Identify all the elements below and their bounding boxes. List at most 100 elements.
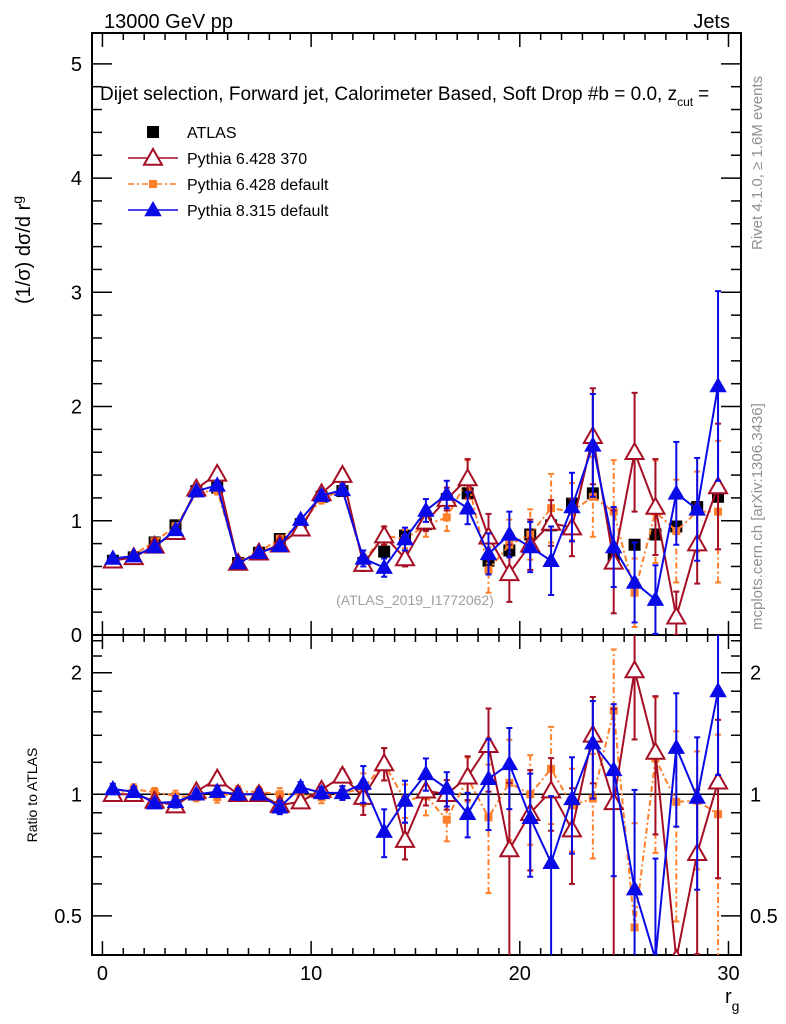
- data-point: [271, 798, 289, 814]
- data-point: [417, 501, 435, 517]
- data-point: [625, 880, 644, 896]
- data-point: [688, 500, 706, 516]
- legend-marker: [142, 146, 164, 166]
- data-point: [331, 464, 354, 483]
- data-point: [378, 545, 391, 558]
- x-tick-label: 10: [300, 963, 322, 985]
- data-point: [145, 538, 164, 554]
- data-point: [125, 547, 143, 563]
- data-point: [688, 788, 706, 804]
- data-point: [289, 790, 312, 810]
- legend: ATLAS Pythia 6.428 370 Pythia 6.428 defaul…: [128, 125, 329, 220]
- chart-title: Dijet selection, Forward jet, Calorimete…: [100, 84, 709, 109]
- data-point: [396, 530, 414, 546]
- data-point: [166, 792, 185, 809]
- y-axis-label: (1/σ) dσ/d rg: [9, 196, 35, 304]
- legend-marker: [149, 180, 157, 188]
- header-right: Jets: [693, 11, 730, 33]
- x-tick-label: 30: [717, 963, 739, 985]
- data-point: [229, 554, 247, 570]
- data-point: [500, 754, 519, 771]
- data-point: [563, 789, 581, 806]
- series-line: [112, 670, 720, 955]
- data-point: [104, 779, 122, 796]
- data-point: [442, 815, 451, 824]
- data-point: [375, 822, 393, 838]
- data-point: [442, 513, 451, 522]
- data-point: [500, 525, 519, 541]
- data-point: [542, 853, 560, 869]
- main-frame: [91, 32, 742, 636]
- y-tick-label: 0: [71, 625, 82, 647]
- data-point: [540, 779, 562, 799]
- data-point: [456, 765, 479, 785]
- data-point: [187, 482, 206, 498]
- data-point: [396, 791, 414, 807]
- ratio-tick-label-right: 1: [750, 784, 761, 806]
- data-point: [250, 543, 268, 560]
- data-point: [417, 764, 435, 781]
- y-tick-label: 2: [71, 397, 82, 419]
- data-point: [479, 769, 498, 786]
- data-point: [104, 549, 122, 565]
- data-point: [521, 538, 539, 554]
- axes: 0 10 20 30 0 1 2 3 4 5 0.5 0.5 1 1 2 2: [54, 32, 778, 985]
- data-point: [709, 682, 727, 698]
- data-point: [652, 949, 659, 955]
- series-line: [112, 436, 719, 617]
- data-point: [672, 947, 681, 955]
- data-point: [373, 524, 395, 544]
- data-point: [584, 436, 602, 452]
- main-plot-marks: [102, 290, 729, 635]
- rivet-info: Rivet 4.1.0, ≥ 1.6M events: [749, 76, 766, 250]
- legend-label: Pythia 8.315 default: [187, 203, 329, 220]
- data-point: [354, 549, 373, 565]
- data-point: [623, 441, 646, 460]
- data-point: [333, 783, 352, 800]
- ratio-tick-label-right: 2: [750, 663, 761, 685]
- data-point: [291, 510, 310, 526]
- data-point: [312, 486, 331, 502]
- legend-marker: [144, 200, 162, 217]
- data-point: [333, 480, 352, 497]
- series-line: [112, 690, 720, 955]
- data-point: [208, 782, 226, 798]
- y-tick-label: 1: [71, 511, 82, 533]
- data-point: [498, 838, 521, 858]
- data-point: [709, 376, 727, 393]
- ratio-plot-marks: [92, 635, 741, 955]
- series-pythia-8-315-default: [104, 635, 727, 955]
- data-point: [479, 544, 498, 561]
- data-point: [394, 547, 416, 567]
- data-point: [667, 484, 686, 500]
- data-point: [312, 783, 331, 800]
- data-point: [521, 808, 539, 824]
- data-point: [208, 476, 226, 492]
- data-point: [667, 738, 686, 754]
- data-point: [125, 782, 143, 798]
- x-axis-label: rg: [725, 986, 739, 1014]
- data-point: [375, 558, 393, 574]
- data-point: [542, 551, 560, 567]
- data-point: [187, 785, 206, 801]
- data-point: [665, 605, 688, 625]
- data-point: [707, 475, 729, 495]
- legend-label: ATLAS: [187, 125, 237, 142]
- data-point: [498, 562, 521, 582]
- y-tick-label: 3: [71, 282, 82, 304]
- data-point: [271, 536, 289, 553]
- data-point: [623, 659, 646, 679]
- data-point: [625, 573, 644, 589]
- data-point: [646, 590, 665, 606]
- data-point: [644, 740, 667, 760]
- data-point: [229, 785, 247, 801]
- ratio-y-axis-label: Ratio to ATLAS: [24, 748, 40, 843]
- data-point: [250, 785, 268, 801]
- watermark: (ATLAS_2019_I1772062): [336, 592, 494, 608]
- data-point: [584, 734, 602, 750]
- series-pythia-8-315-default: [104, 290, 727, 635]
- data-point: [145, 794, 164, 810]
- data-point: [354, 774, 373, 790]
- legend-marker: [147, 126, 159, 138]
